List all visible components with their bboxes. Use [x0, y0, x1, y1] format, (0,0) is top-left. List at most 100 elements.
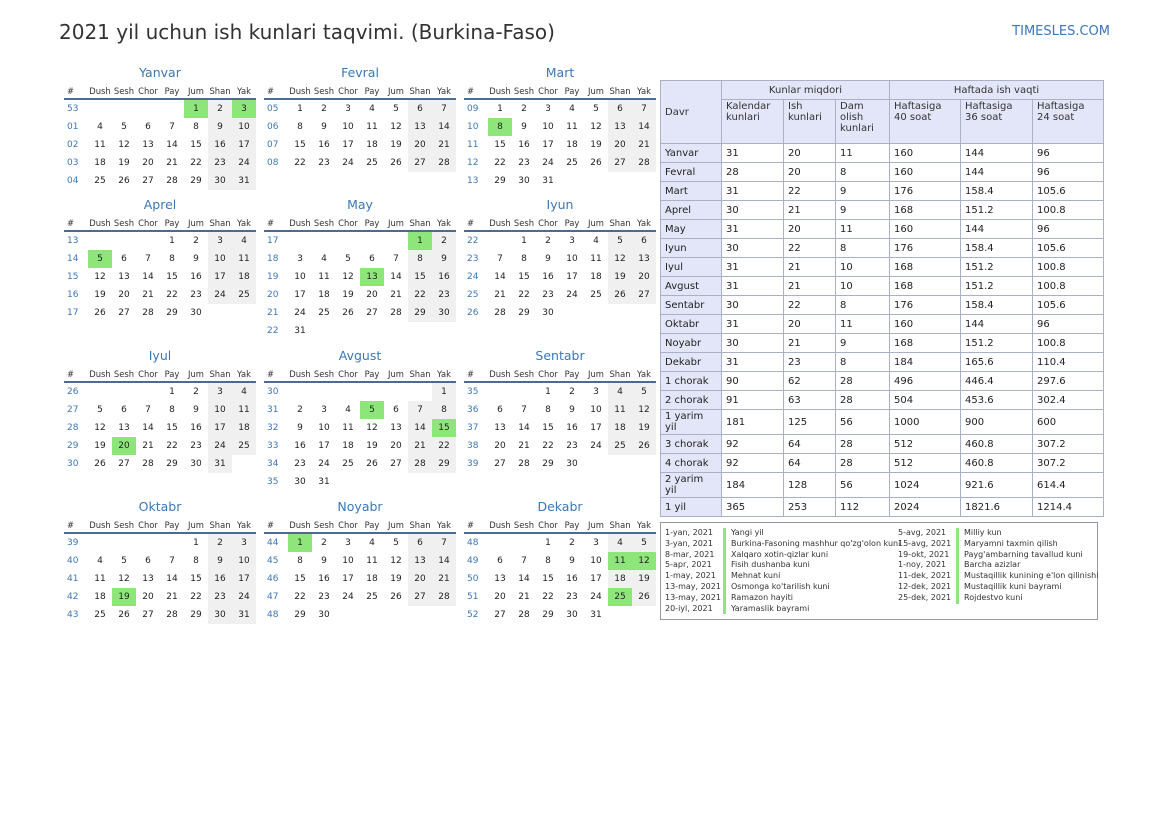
week-number: 16: [67, 290, 79, 300]
weekday-label: Shan: [609, 369, 631, 379]
day-cell: 28: [494, 308, 506, 318]
day-cell: 1: [408, 232, 432, 250]
day-cell: 23: [542, 290, 554, 300]
weekday-label: Shan: [609, 218, 631, 228]
day-cell: 22: [294, 158, 306, 168]
holiday-item: 15-avg, 2021 Maryamni taxmin qilish: [898, 538, 1098, 550]
day-cell: 12: [118, 140, 130, 150]
value-cell: 158.4: [960, 295, 1033, 315]
day-cell: 1: [169, 387, 175, 397]
day-cell: 9: [208, 552, 232, 570]
day-cell: 30: [190, 308, 202, 318]
weekday-label: Jum: [188, 369, 204, 379]
day-cell: 27: [408, 588, 432, 606]
holiday-item: 12-dek, 2021 Mustaqillik kuni bayrami: [898, 581, 1098, 593]
day-cell: 6: [408, 534, 432, 552]
holiday-list: 1-yan, 2021 Yangi yil 3-yan, 2021 Burkina-F…: [660, 522, 1098, 620]
holiday-date: 19-okt, 2021: [898, 549, 950, 559]
day-cell: 15: [190, 140, 202, 150]
weekday-label: Shan: [209, 520, 231, 530]
week-number: 47: [267, 592, 279, 602]
day-cell: 16: [318, 574, 330, 584]
day-cell: 11: [318, 272, 330, 282]
weekday-label: #: [267, 520, 275, 530]
weekday-label: Sesh: [513, 86, 535, 96]
week-row: 30 26 27 28 29 30 31: [64, 455, 256, 473]
value-cell: 1000: [889, 409, 961, 435]
value-cell: 20: [783, 143, 836, 163]
weekday-label: Chor: [338, 520, 358, 530]
value-cell: 96: [1032, 143, 1104, 163]
day-cell: 13: [494, 574, 506, 584]
holiday-name: Maryamni taxmin qilish: [956, 538, 1058, 550]
weekday-label: Dush: [89, 369, 111, 379]
weekday-label: Dush: [489, 520, 511, 530]
day-cell: 4: [369, 104, 375, 114]
week-row: 52 27 28 29 30 31: [464, 606, 656, 624]
day-cell: 19: [390, 140, 402, 150]
day-cell: 30: [566, 610, 578, 620]
value-cell: 11: [835, 219, 890, 239]
table-row: Noyabr 30 21 9 168 151.2 100.8: [660, 333, 1104, 353]
holiday-date: 12-dek, 2021: [898, 581, 952, 591]
day-cell: 11: [366, 122, 378, 132]
weekday-label: Shan: [409, 520, 431, 530]
site-link[interactable]: TIMESLES.COM: [1012, 24, 1110, 39]
day-cell: 18: [232, 419, 256, 437]
day-cell: 30: [294, 477, 306, 487]
day-cell: 7: [632, 100, 656, 118]
day-cell: 24: [318, 459, 330, 469]
week-number: 30: [267, 387, 279, 397]
day-cell: 12: [118, 574, 130, 584]
day-cell: 19: [608, 268, 632, 286]
day-cell: 9: [208, 118, 232, 136]
table-row: 1 yarim yil 181 125 56 1000 900 600: [660, 409, 1104, 435]
day-cell: [384, 322, 408, 340]
day-cell: 12: [94, 272, 106, 282]
value-cell: 151.2: [960, 276, 1033, 296]
day-cell: 16: [318, 140, 330, 150]
value-cell: 158.4: [960, 238, 1033, 258]
weekday-label: Yak: [237, 86, 251, 96]
value-cell: 144: [960, 162, 1033, 182]
weekday-label: Yak: [437, 86, 451, 96]
day-cell: 31: [318, 477, 330, 487]
weekday-label: Dush: [89, 520, 111, 530]
day-cell: 20: [494, 592, 506, 602]
weekday-header: # Dush Sesh Chor Pay Jum Shan Yak: [64, 366, 256, 383]
week-number: 46: [267, 574, 279, 584]
day-cell: 19: [94, 290, 106, 300]
day-cell: 30: [432, 304, 456, 322]
week-number: 20: [267, 290, 279, 300]
week-row: 15 12 13 14 15 16 17 18: [64, 268, 256, 286]
day-cell: 31: [232, 606, 256, 624]
day-cell: 27: [118, 459, 130, 469]
day-cell: 22: [432, 437, 456, 455]
day-cell: 30: [566, 459, 578, 469]
day-cell: 11: [342, 423, 354, 433]
week-number: 13: [467, 176, 479, 186]
value-cell: 10: [835, 276, 890, 296]
value-cell: 9: [835, 181, 890, 201]
day-cell: [432, 322, 456, 340]
value-cell: 8: [835, 352, 890, 372]
day-cell: 7: [432, 100, 456, 118]
day-cell: 4: [232, 383, 256, 401]
day-cell: 30: [208, 606, 232, 624]
period-cell: Oktabr: [660, 314, 722, 334]
day-cell: 25: [318, 308, 330, 318]
week-number: 03: [67, 158, 79, 168]
day-cell: 18: [566, 140, 578, 150]
day-cell: 24: [342, 592, 354, 602]
day-cell: 13: [142, 574, 154, 584]
month-iyun: Iyun # Dush Sesh Chor Pay Jum Shan Yak 22 1 2 3 4 5 6 23…: [464, 196, 656, 322]
week-row: 53 1 2 3: [64, 100, 256, 118]
week-row: 12 22 23 24 25 26 27 28: [464, 154, 656, 172]
day-cell: 17: [294, 290, 306, 300]
day-cell: 12: [366, 423, 378, 433]
weekday-header: # Dush Sesh Chor Pay Jum Shan Yak: [464, 366, 656, 383]
day-cell: 8: [297, 556, 303, 566]
day-cell: 25: [566, 158, 578, 168]
day-cell: [432, 606, 456, 624]
day-cell: [136, 100, 160, 118]
